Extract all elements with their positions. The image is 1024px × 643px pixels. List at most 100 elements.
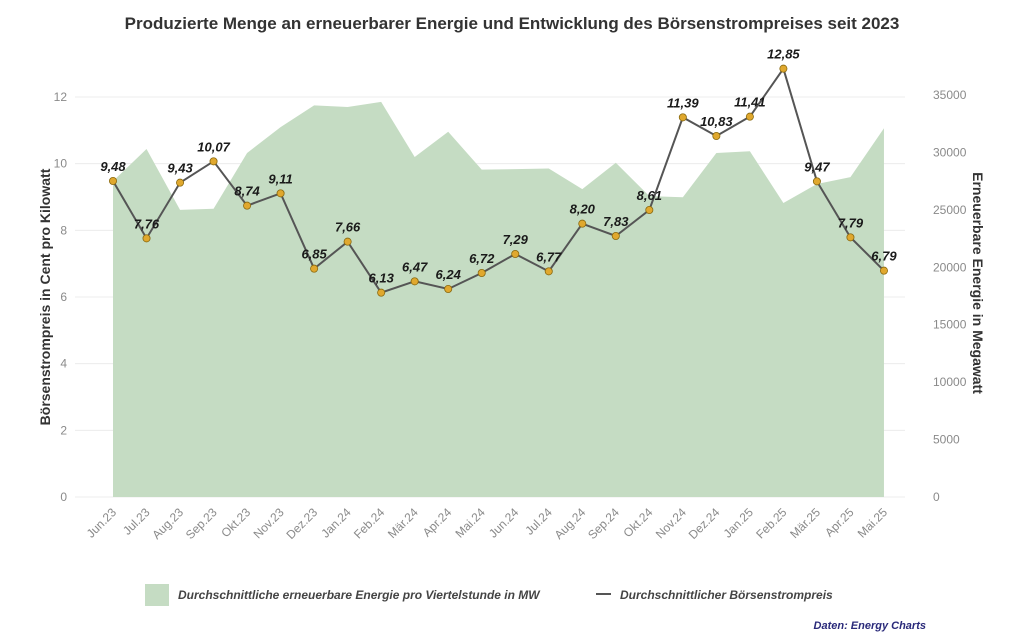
y-right-tick-label: 15000 (933, 318, 967, 332)
data-point (176, 178, 185, 187)
x-tick-label: Mai.24 (452, 505, 488, 541)
data-label: 10,07 (197, 139, 230, 154)
data-label: 8,61 (637, 188, 662, 203)
x-tick-label: Mär.25 (787, 505, 823, 541)
x-tick-label: Mär.24 (385, 505, 421, 541)
data-point (611, 231, 620, 240)
data-point (477, 268, 486, 277)
y-left-tick-label: 12 (54, 90, 68, 104)
line-price (112, 66, 885, 294)
data-label: 9,11 (268, 171, 292, 186)
data-point (377, 288, 386, 297)
data-point (243, 201, 252, 210)
y-left-tick-label: 8 (60, 223, 67, 237)
y-axis-left-ticks: 0 2 4 6 8 10 12 (54, 90, 68, 504)
data-point (578, 219, 587, 228)
x-tick-label: Nov.23 (251, 505, 287, 541)
data-point (678, 113, 687, 122)
x-tick-label: Jul.24 (522, 505, 555, 538)
x-tick-label: Jan.24 (318, 505, 354, 541)
chart-title: Produzierte Menge an erneuerbarer Energi… (125, 14, 900, 33)
data-point (410, 277, 419, 286)
x-tick-label: Aug.23 (149, 505, 186, 542)
data-point (712, 131, 721, 140)
y-left-tick-label: 6 (60, 290, 67, 304)
x-tick-label: Okt.23 (218, 505, 253, 540)
data-label: 7,83 (603, 214, 629, 229)
area-renewable-energy (113, 101, 884, 498)
data-point (745, 112, 754, 121)
area-series-layer (113, 101, 884, 498)
y-right-tick-label: 5000 (933, 433, 960, 447)
y-right-tick-label: 30000 (933, 145, 967, 159)
data-point (310, 264, 319, 273)
x-tick-label: Dez.24 (686, 505, 723, 542)
y-axis-right-ticks: 0 5000 10000 15000 20000 25000 30000 35000 (933, 88, 967, 504)
data-point (109, 176, 118, 185)
data-point (779, 64, 788, 73)
data-label: 11,39 (667, 95, 699, 110)
x-tick-label: Sep.24 (585, 505, 622, 542)
x-tick-label: Feb.24 (351, 505, 388, 542)
legend-swatch-area (145, 584, 169, 606)
data-label: 6,85 (301, 247, 327, 262)
x-tick-label: Aug.24 (552, 505, 589, 542)
x-tick-label: Jan.25 (721, 505, 757, 541)
x-tick-label: Okt.24 (621, 505, 656, 540)
data-label: 8,74 (234, 184, 260, 199)
legend-label-line: Durchschnittlicher Börsenstrompreis (620, 588, 833, 602)
x-tick-label: Feb.25 (753, 505, 790, 542)
data-label: 10,83 (700, 114, 733, 129)
x-tick-label: Jul.23 (120, 505, 153, 538)
y-left-tick-label: 0 (60, 490, 67, 504)
y-axis-right-label: Erneuerbare Energie in Megawatt (970, 172, 986, 394)
data-label: 9,43 (167, 161, 193, 176)
data-point (812, 177, 821, 186)
data-label: 7,66 (335, 220, 361, 235)
y-right-tick-label: 0 (933, 490, 940, 504)
data-point (343, 237, 352, 246)
source-note: Daten: Energy Charts (814, 620, 926, 632)
y-right-tick-label: 10000 (933, 375, 967, 389)
data-point (846, 233, 855, 242)
x-tick-label: Apr.25 (822, 505, 857, 540)
data-label: 6,47 (402, 259, 428, 274)
data-label: 9,47 (804, 159, 830, 174)
y-left-tick-label: 2 (60, 423, 67, 437)
data-label: 6,24 (436, 267, 462, 282)
data-label: 6,77 (536, 249, 562, 264)
line-series-layer (112, 66, 885, 294)
legend-label-area: Durchschnittliche erneuerbare Energie pr… (178, 588, 541, 602)
y-right-tick-label: 35000 (933, 88, 967, 102)
data-label: 11,41 (734, 95, 766, 110)
marker-layer (109, 64, 888, 297)
data-label-layer: 9,48 7,76 9,43 10,07 8,74 9,11 6,85 7,66 6,13 6,4… (100, 47, 897, 286)
data-label: 6,79 (871, 249, 897, 264)
y-right-tick-label: 20000 (933, 260, 967, 274)
data-label: 12,85 (767, 47, 800, 62)
x-tick-label: Jun.23 (84, 505, 120, 541)
data-point (544, 267, 553, 276)
data-label: 9,48 (100, 159, 126, 174)
y-left-tick-label: 10 (54, 157, 68, 171)
data-point (209, 157, 218, 166)
x-tick-label: Sep.23 (183, 505, 220, 542)
x-tick-label: Nov.24 (653, 505, 689, 541)
y-left-tick-label: 4 (60, 357, 67, 371)
x-tick-label: Mai.25 (855, 505, 891, 541)
data-label: 8,20 (570, 202, 596, 217)
data-label: 7,76 (134, 216, 160, 231)
x-tick-label: Jun.24 (486, 505, 522, 541)
y-right-tick-label: 25000 (933, 203, 967, 217)
data-point (645, 205, 654, 214)
data-label: 7,79 (838, 215, 864, 230)
legend: Durchschnittliche erneuerbare Energie pr… (145, 584, 833, 606)
data-point (444, 284, 453, 293)
data-label: 6,13 (369, 271, 395, 286)
data-point (511, 249, 520, 258)
data-label: 7,29 (503, 232, 529, 247)
x-tick-label: Apr.24 (420, 505, 455, 540)
data-point (142, 234, 151, 243)
